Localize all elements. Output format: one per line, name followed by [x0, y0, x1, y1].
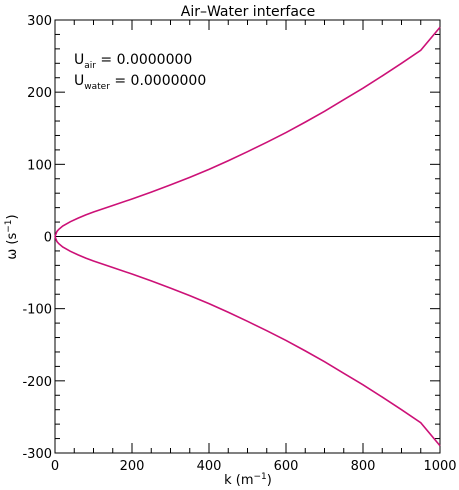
- annotation-u-water-main: U: [74, 73, 84, 89]
- x-tick-label: 0: [51, 459, 59, 474]
- x-tick-label: 200: [120, 459, 145, 474]
- annotation-u-water: Uwater = 0.0000000: [74, 73, 206, 92]
- annotation-u-water-value: = 0.0000000: [110, 73, 206, 89]
- annotation-u-air: Uair = 0.0000000: [74, 52, 192, 71]
- annotation-u-air-main: U: [74, 52, 84, 68]
- y-tick-label: 100: [27, 158, 52, 173]
- y-tick-label: -200: [22, 375, 52, 390]
- y-axis-label-close: ): [5, 214, 20, 219]
- y-tick-labels: -300 -200 -100 0 100 200 300: [22, 14, 52, 462]
- x-tick-labels: 0 200 400 600 800 1000: [51, 459, 457, 474]
- chart-title: Air–Water interface: [181, 4, 316, 20]
- x-tick-label: 600: [274, 459, 299, 474]
- series-lines: [54, 26, 441, 447]
- x-axis-label: k (m−1): [224, 472, 272, 488]
- y-tick-label: 300: [27, 14, 52, 29]
- y-axis-label-main: ω (s: [5, 233, 20, 260]
- x-axis-label-sup: −1: [254, 472, 267, 482]
- x-axis-label-main: k (m: [224, 473, 253, 488]
- y-tick-label: -100: [22, 303, 52, 318]
- series-line-lower: [54, 236, 441, 447]
- x-tick-label: 1000: [423, 459, 456, 474]
- y-tick-label: 200: [27, 86, 52, 101]
- x-axis-label-close: ): [267, 473, 272, 488]
- y-tick-label: -300: [22, 447, 52, 462]
- annotation-u-air-sub: air: [84, 61, 96, 71]
- x-tick-label: 400: [197, 459, 222, 474]
- annotation-u-water-sub: water: [84, 82, 110, 92]
- series-line-upper: [54, 26, 441, 237]
- y-tick-label: 0: [44, 231, 52, 246]
- y-axis-label: ω (s−1): [4, 214, 20, 259]
- x-tick-label: 800: [351, 459, 376, 474]
- annotation-u-air-value: = 0.0000000: [96, 52, 192, 68]
- y-axis-label-sup: −1: [4, 219, 14, 232]
